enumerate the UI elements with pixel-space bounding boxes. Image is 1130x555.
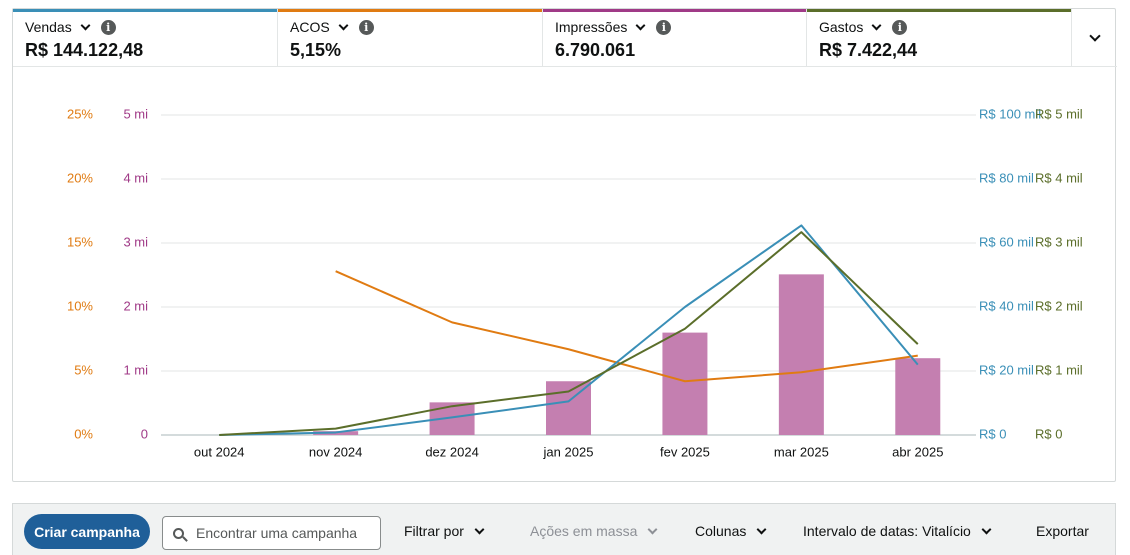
metric-color-bar [543, 9, 806, 12]
line-spend [219, 231, 919, 436]
impressions-tick-label: 1 mi [123, 362, 148, 377]
spend-tick-label: R$ 0 [1035, 426, 1062, 441]
metric-label: Vendas [25, 19, 72, 35]
acos-tick-label: 15% [67, 234, 93, 249]
filter-dropdown[interactable]: Filtrar por [404, 523, 485, 539]
metrics-row: Vendas i R$ 144.122,48 ACOS i 5,15% Impr… [13, 9, 1117, 67]
info-icon[interactable]: i [358, 19, 374, 35]
bulk-actions-dropdown[interactable]: Ações em massa [530, 523, 658, 539]
spend-tick-label: R$ 4 mil [1035, 170, 1083, 185]
metric-card-acos[interactable]: ACOS i 5,15% [278, 9, 543, 67]
metric-color-bar [278, 9, 542, 12]
metric-card-spend[interactable]: Gastos i R$ 7.422,44 [807, 9, 1072, 67]
x-tick-label: mar 2025 [774, 444, 829, 459]
spend-tick-label: R$ 5 mil [1035, 106, 1083, 121]
date-range-label: Intervalo de datas: Vitalício [803, 523, 971, 539]
metric-color-bar [807, 9, 1071, 12]
info-icon[interactable]: i [100, 19, 116, 35]
campaign-search[interactable] [162, 516, 381, 550]
export-label: Exportar [1036, 523, 1089, 539]
metric-label: Gastos [819, 19, 864, 35]
bar-impressions [662, 332, 708, 435]
bulk-actions-label: Ações em massa [530, 523, 638, 539]
chevron-down-icon [981, 524, 992, 534]
bar-impressions [778, 274, 824, 435]
metric-value: R$ 144.122,48 [25, 40, 144, 60]
impressions-tick-label: 5 mi [123, 106, 148, 121]
acos-tick-label: 10% [67, 298, 93, 313]
columns-label: Colunas [695, 523, 747, 539]
metric-label: Impressões [555, 19, 628, 35]
chevron-down-icon [647, 524, 658, 534]
search-icon [173, 527, 184, 539]
acos-tick-label: 25% [67, 106, 93, 121]
spend-tick-label: R$ 1 mil [1035, 362, 1083, 377]
x-tick-label: fev 2025 [660, 444, 710, 459]
acos-tick-label: 0% [74, 426, 93, 441]
bar-impressions [895, 358, 941, 435]
line-sales [219, 224, 919, 436]
chevron-down-icon [756, 524, 767, 534]
sales-tick-label: R$ 100 mil [979, 106, 1041, 121]
campaign-search-input[interactable] [196, 525, 376, 541]
metric-color-bar [13, 9, 277, 12]
x-tick-label: jan 2025 [543, 444, 594, 459]
x-tick-label: nov 2024 [309, 444, 363, 459]
sales-tick-label: R$ 80 mil [979, 170, 1034, 185]
impressions-tick-label: 2 mi [123, 298, 148, 313]
sales-tick-label: R$ 0 [979, 426, 1006, 441]
sales-tick-label: R$ 20 mil [979, 362, 1034, 377]
metric-value: 5,15% [290, 40, 342, 60]
sales-tick-label: R$ 40 mil [979, 298, 1034, 313]
performance-chart: 0% 5% 10% 15% 20% 25% 0 1 mi 2 mi 3 mi 4 mi 5 mi R$ … [67, 106, 1083, 459]
impressions-tick-label: 4 mi [123, 170, 148, 185]
export-button[interactable]: Exportar [1036, 523, 1089, 539]
x-tick-label: abr 2025 [892, 444, 943, 459]
line-acos [335, 270, 918, 383]
date-range-dropdown[interactable]: Intervalo de datas: Vitalício [803, 523, 992, 539]
chevron-down-icon [474, 524, 485, 534]
expand-metrics-button[interactable] [1072, 9, 1117, 67]
filter-label: Filtrar por [404, 523, 464, 539]
info-icon[interactable]: i [892, 19, 908, 35]
spend-tick-label: R$ 2 mil [1035, 298, 1083, 313]
metric-label: ACOS [290, 19, 330, 35]
sales-tick-label: R$ 60 mil [979, 234, 1034, 249]
metric-value: 6.790.061 [555, 40, 636, 60]
performance-panel: Vendas i R$ 144.122,48 ACOS i 5,15% Impr… [12, 8, 1117, 482]
campaign-toolbar: Criar campanha Filtrar por Ações em mass… [12, 503, 1116, 555]
x-tick-label: dez 2024 [425, 444, 479, 459]
create-campaign-button[interactable]: Criar campanha [24, 514, 150, 549]
x-tick-label: out 2024 [194, 444, 245, 459]
impressions-tick-label: 3 mi [123, 234, 148, 249]
metric-card-impressions[interactable]: Impressões i 6.790.061 [543, 9, 807, 67]
impressions-tick-label: 0 [141, 426, 148, 441]
info-icon[interactable]: i [656, 19, 672, 35]
acos-tick-label: 20% [67, 170, 93, 185]
acos-tick-label: 5% [74, 362, 93, 377]
columns-dropdown[interactable]: Colunas [695, 523, 767, 539]
metric-value: R$ 7.422,44 [819, 40, 918, 60]
spend-tick-label: R$ 3 mil [1035, 234, 1083, 249]
metric-card-sales[interactable]: Vendas i R$ 144.122,48 [13, 9, 278, 67]
